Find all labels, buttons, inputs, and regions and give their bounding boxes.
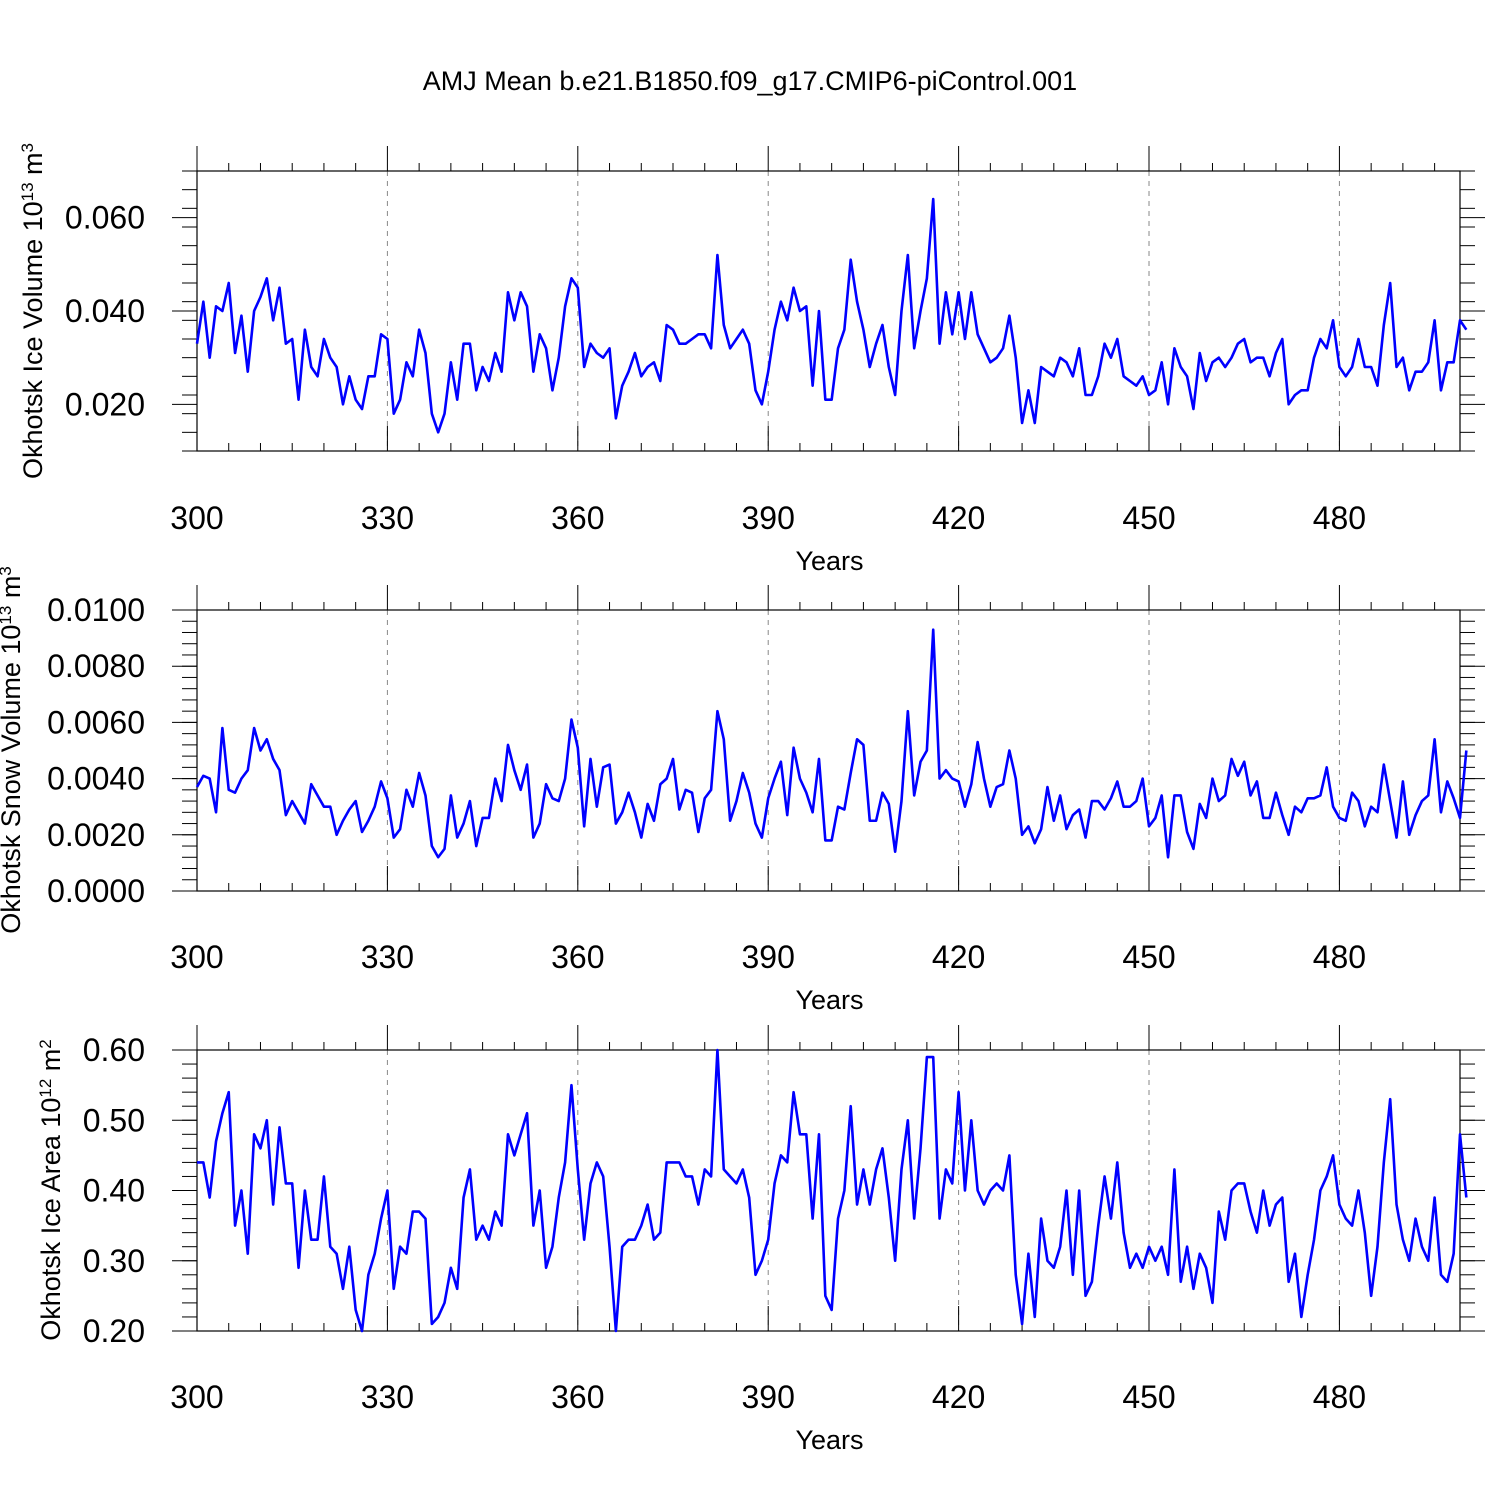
- x-tick-label: 480: [1313, 1379, 1366, 1415]
- x-tick-label: 450: [1122, 500, 1175, 536]
- x-tick-label: 300: [170, 1379, 223, 1415]
- y-tick-label: 0.0040: [47, 761, 145, 797]
- series-line-1: [195, 628, 1468, 859]
- plot-frame: [196, 1049, 1461, 1332]
- y-axis-label: Okhotsk Ice Area 1012 m2: [36, 1039, 67, 1341]
- x-tick-label: 330: [361, 500, 414, 536]
- y-axis-label: Okhotsk Ice Volume 1013 m3: [18, 143, 49, 479]
- page-title: AMJ Mean b.e21.B1850.f09_g17.CMIP6-piCon…: [422, 66, 1078, 96]
- chart-panel-1: 300 330 360 390 420 450 480 0.020 0.040 0.060 Year…: [18, 143, 1485, 576]
- plot-frame: [196, 170, 1461, 452]
- y-tick-label: 0.60: [83, 1032, 145, 1068]
- y-tick-label: 0.0020: [47, 817, 145, 853]
- x-tick-label: 390: [742, 939, 795, 975]
- plot-frame: [196, 609, 1461, 892]
- series-line-1: [197, 1048, 1468, 1333]
- x-tick-label: 300: [170, 500, 223, 536]
- y-tick-label: 0.20: [83, 1313, 145, 1349]
- x-tick-label: 360: [551, 1379, 604, 1415]
- x-tick-label: 360: [551, 500, 604, 536]
- x-tick-label: 360: [551, 939, 604, 975]
- chart-panel-2: 300 330 360 390 420 450 480 0.0000 0.0020 0.0040 0…: [0, 566, 1485, 1015]
- y-tick-label: 0.50: [83, 1102, 145, 1138]
- x-tick-label: 390: [742, 1379, 795, 1415]
- y-tick-label: 0.40: [83, 1173, 145, 1209]
- chart-panel-3: 300 330 360 390 420 450 480 0.20 0.30 0.40 0.50 0.6…: [36, 1025, 1485, 1455]
- y-tick-label: 0.0000: [47, 873, 145, 909]
- x-tick-label: 330: [361, 939, 414, 975]
- y-tick-label: 0.020: [65, 386, 145, 422]
- x-tick-label: 420: [932, 1379, 985, 1415]
- y-tick-label: 0.30: [83, 1243, 145, 1279]
- x-tick-label: 420: [932, 500, 985, 536]
- series-line-1: [195, 197, 1468, 434]
- x-axis-label: Years: [795, 985, 863, 1015]
- x-tick-label: 390: [742, 500, 795, 536]
- y-tick-label: 0.0060: [47, 704, 145, 740]
- x-tick-label: 450: [1122, 1379, 1175, 1415]
- y-axis-label: Okhotsk Snow Volume 1013 m3: [0, 566, 26, 934]
- x-axis-label: Years: [795, 1425, 863, 1455]
- y-tick-label: 0.060: [65, 200, 145, 236]
- x-tick-label: 480: [1313, 939, 1366, 975]
- x-tick-label: 420: [932, 939, 985, 975]
- x-tick-label: 480: [1313, 500, 1366, 536]
- y-tick-label: 0.040: [65, 293, 145, 329]
- x-tick-label: 330: [361, 1379, 414, 1415]
- x-axis-label: Years: [795, 546, 863, 576]
- y-tick-label: 0.0080: [47, 648, 145, 684]
- x-tick-label: 300: [170, 939, 223, 975]
- y-tick-label: 0.0100: [47, 592, 145, 628]
- x-tick-label: 450: [1122, 939, 1175, 975]
